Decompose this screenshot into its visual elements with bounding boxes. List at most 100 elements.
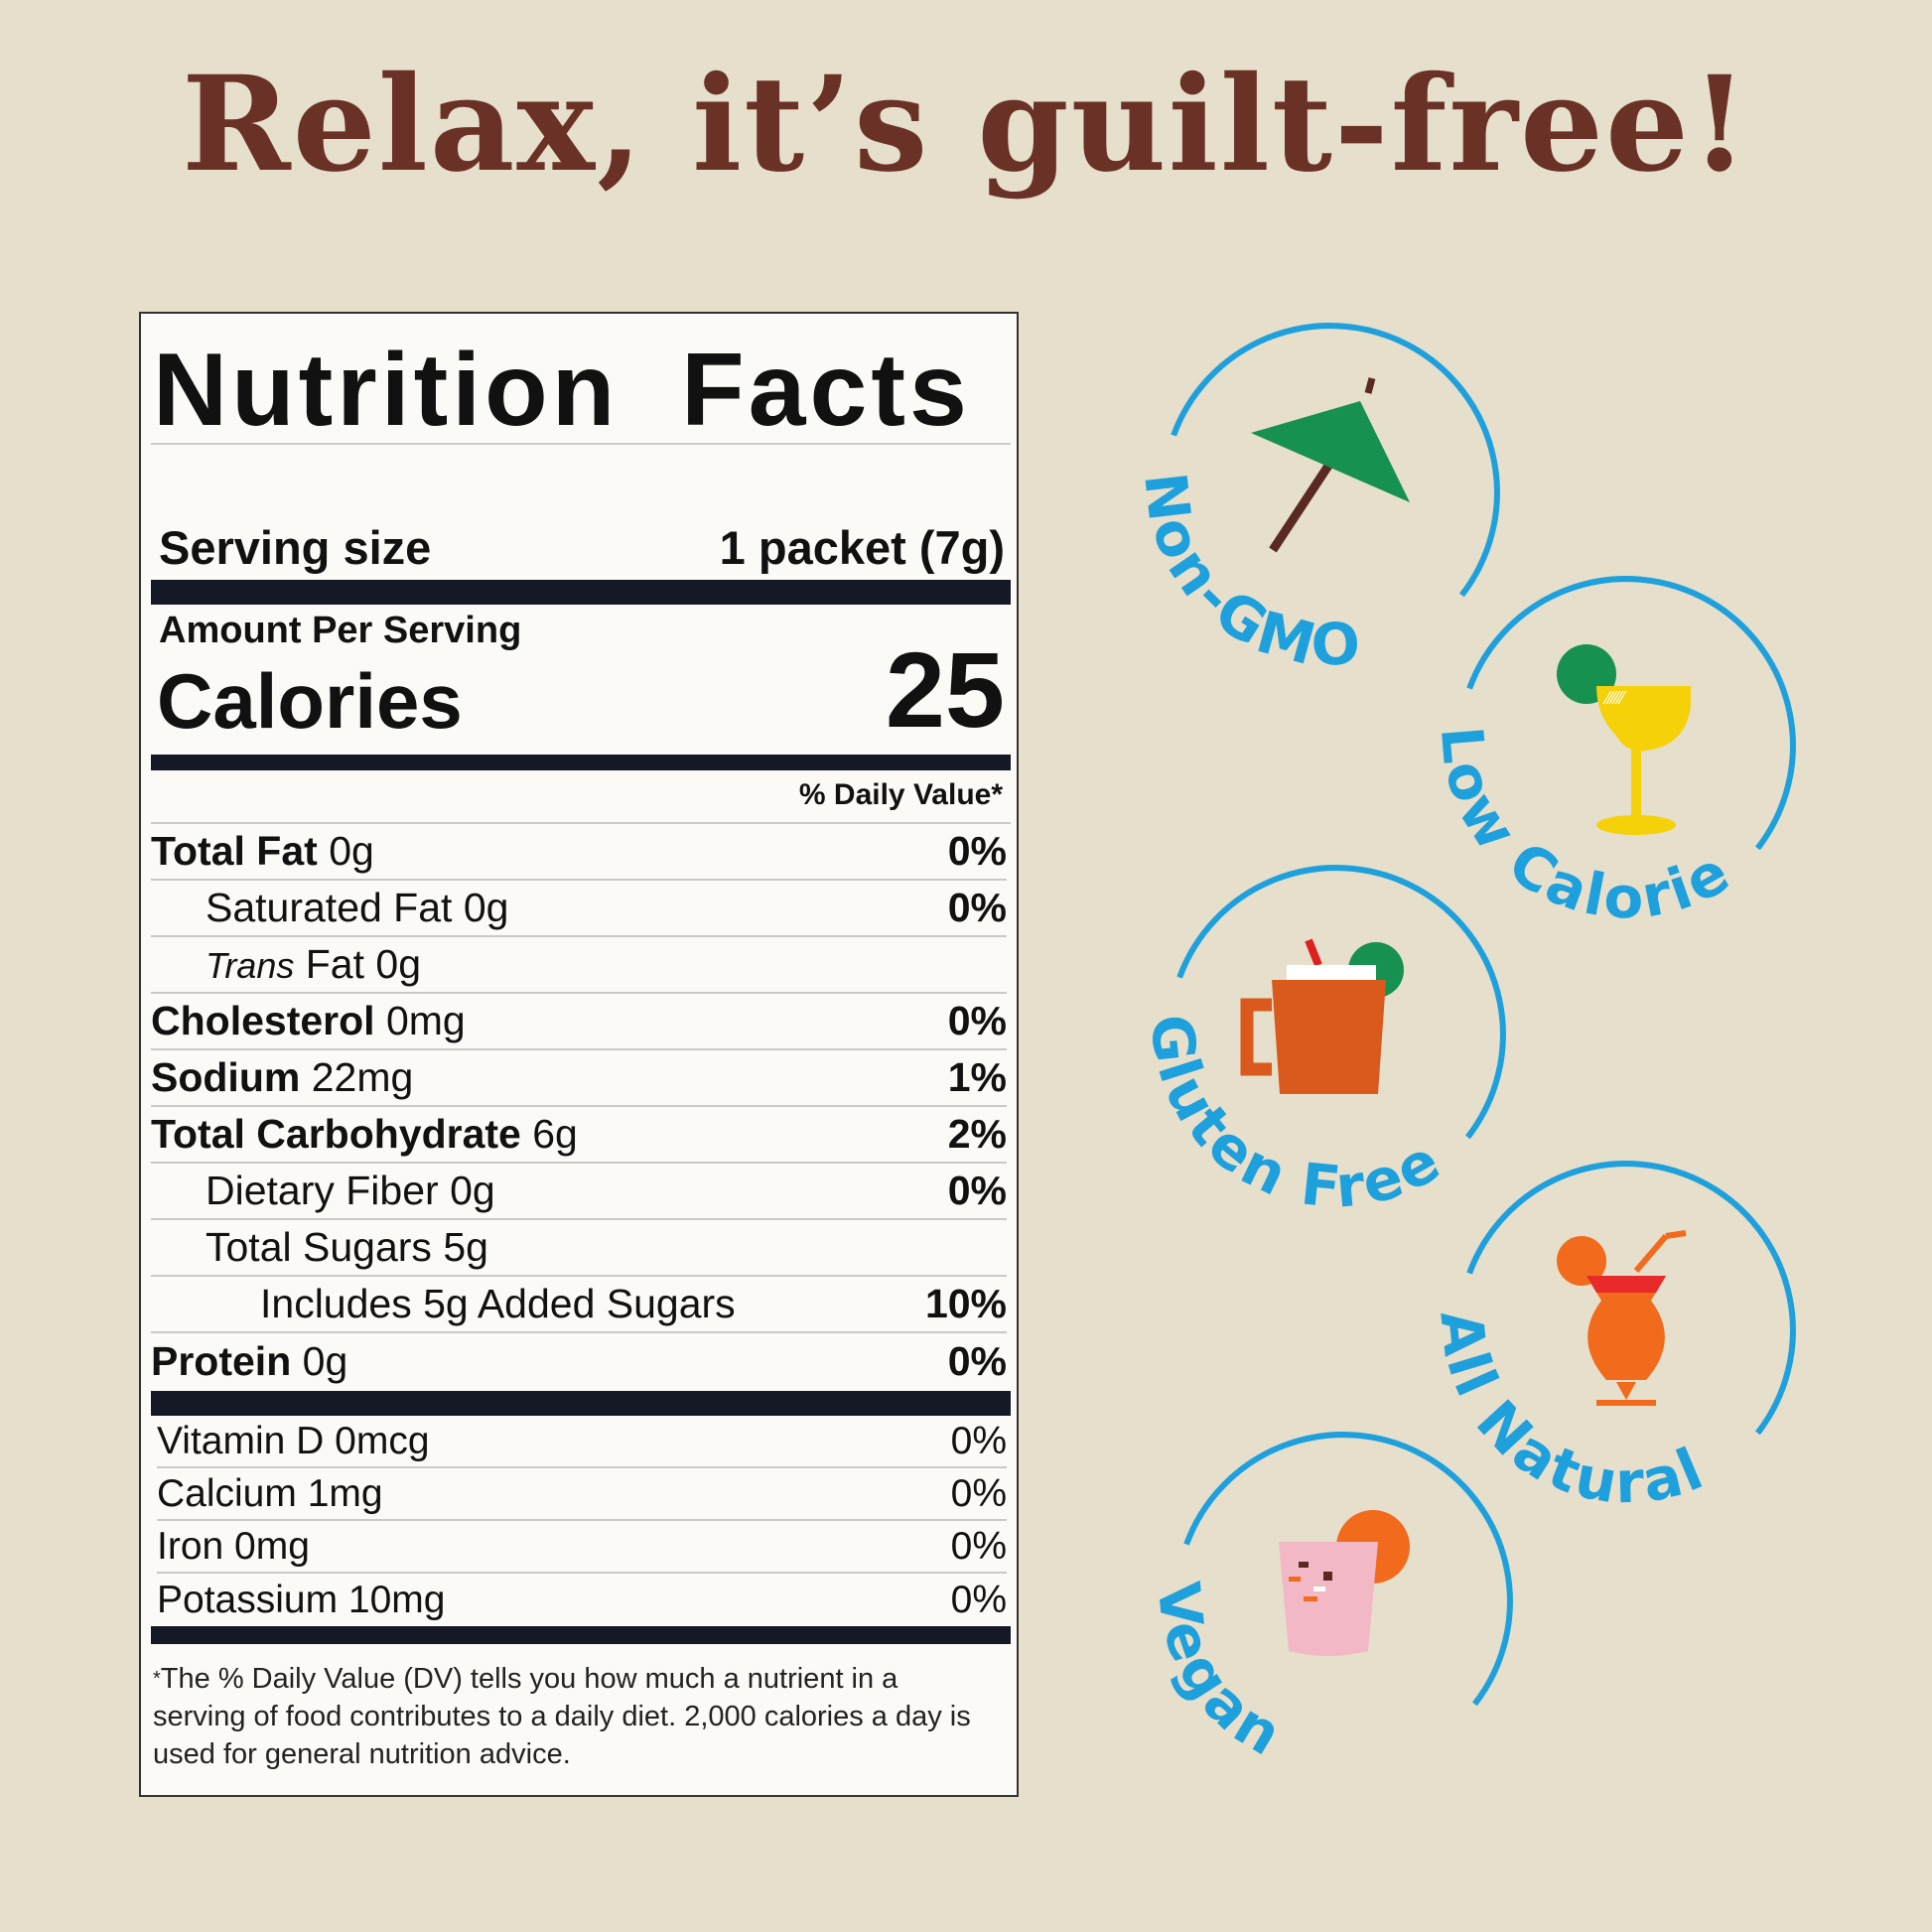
- nutrient-amount: 6g: [532, 1111, 578, 1157]
- badge-label: Vegan: [1145, 1579, 1293, 1769]
- badge-graphic: Vegan: [1145, 1432, 1513, 1770]
- nutrient-daily-value: 2%: [947, 1111, 1007, 1157]
- footnote-asterisk: *: [153, 1668, 161, 1690]
- thick-divider: [151, 1626, 1011, 1644]
- nutrient-row: Cholesterol 0mg 0%: [151, 994, 1007, 1050]
- amount-per-serving: Amount Per Serving: [159, 610, 522, 651]
- nutrient-name: Total Sugars 5g: [151, 1224, 488, 1271]
- nutrient-row: Trans Fat 0g: [151, 937, 1007, 994]
- nutrient-row: Total Fat 0g 0%: [151, 824, 1007, 881]
- thick-divider: [151, 1391, 1011, 1416]
- vitamin-label: Potassium 10mg: [157, 1578, 446, 1621]
- badge-all-natural: All Natural: [1418, 1122, 1835, 1544]
- badge-gluten-free: Gluten Free: [1128, 826, 1545, 1248]
- badge-graphic: Gluten Free: [1137, 865, 1506, 1221]
- badge-arc: [1176, 865, 1506, 1140]
- nutrient-daily-value: 0%: [947, 885, 1007, 930]
- nutrient-row: Total Sugars 5g: [151, 1220, 1007, 1277]
- pink-tumbler-icon: [1279, 1510, 1410, 1656]
- thick-divider: [151, 755, 1011, 770]
- badge-graphic: ⁄⁄⁄⁄⁄⁄Low Calorie: [1428, 576, 1796, 931]
- vitamin-daily-value: 0%: [950, 1578, 1007, 1621]
- nutrient-row: Saturated Fat 0g 0%: [151, 881, 1007, 937]
- vitamin-daily-value: 0%: [950, 1524, 1007, 1568]
- nutrient-daily-value: 0%: [947, 1338, 1007, 1384]
- badge-graphic: All Natural: [1427, 1161, 1796, 1517]
- badge-non-gmo: Non-GMO: [1122, 284, 1539, 706]
- badge-label: Non-GMO: [1131, 469, 1361, 679]
- badge-graphic: Non-GMO: [1131, 323, 1500, 679]
- nutrient-label: Fat: [305, 941, 365, 987]
- badge-arc: [1466, 1161, 1796, 1436]
- nutrition-facts-title: Nutrition Facts: [153, 333, 971, 448]
- nutrient-name: Cholesterol 0mg: [151, 998, 466, 1044]
- nutrient-name: Sodium 22mg: [151, 1054, 413, 1101]
- nutrient-label: Protein: [151, 1338, 292, 1384]
- nutrient-row: Dietary Fiber 0g 0%: [151, 1164, 1007, 1220]
- nutrient-label: Sodium: [151, 1054, 301, 1100]
- headline: Relax, it’s guilt-free!: [182, 48, 1750, 202]
- nutrient-name: Trans Fat 0g: [151, 941, 421, 988]
- nutrient-row: Sodium 22mg 1%: [151, 1050, 1007, 1107]
- nutrient-amount: 0mg: [385, 998, 466, 1043]
- nutrient-daily-value: 1%: [947, 1054, 1007, 1100]
- nutrient-amount: 0g: [375, 941, 422, 987]
- nutrient-daily-value: 10%: [924, 1281, 1007, 1326]
- nutrient-amount: 0g: [329, 828, 374, 874]
- serving-size-label: Serving size: [159, 521, 432, 574]
- vitamin-row: Calcium 1mg 0%: [157, 1468, 1007, 1521]
- vitamin-daily-value: 0%: [950, 1471, 1007, 1515]
- thick-divider: [151, 580, 1011, 605]
- vitamin-row: Potassium 10mg 0%: [157, 1574, 1007, 1626]
- nutrient-label: Dietary Fiber: [206, 1168, 439, 1213]
- nutrient-name: Total Fat 0g: [151, 828, 374, 875]
- nutrient-daily-value: 0%: [947, 828, 1007, 874]
- vitamin-label: Vitamin D 0mcg: [157, 1419, 430, 1462]
- footnote: *The % Daily Value (DV) tells you how mu…: [153, 1660, 987, 1773]
- svg-text:Vegan: Vegan: [1145, 1579, 1296, 1769]
- nutrition-facts-label: Nutrition Facts Serving size 1 packet (7…: [139, 312, 1019, 1797]
- svg-text:Non-GMO: Non-GMO: [1131, 469, 1364, 679]
- nutrient-label: Cholesterol: [151, 998, 375, 1043]
- badge-vegan: Vegan: [1135, 1393, 1552, 1815]
- svg-text:⁄⁄⁄⁄⁄⁄: ⁄⁄⁄⁄⁄⁄: [1602, 688, 1627, 708]
- nutrient-row: Protein 0g 0%: [151, 1333, 1007, 1390]
- nutrient-daily-value: 0%: [947, 998, 1007, 1043]
- nutrient-amount: 5g: [443, 1224, 488, 1270]
- calories-label: Calories: [157, 657, 463, 745]
- vitamin-daily-value: 0%: [950, 1419, 1007, 1462]
- badge-arc: [1183, 1432, 1513, 1707]
- nutrient-name: Includes 5g Added Sugars: [151, 1281, 736, 1327]
- nutrient-name: Dietary Fiber 0g: [151, 1168, 495, 1214]
- divider: [151, 443, 1011, 445]
- badge-arc: [1466, 576, 1796, 851]
- nutrient-name: Total Carbohydrate 6g: [151, 1111, 578, 1158]
- hurricane-glass-icon: [1557, 1230, 1687, 1406]
- nutrient-label: Total Carbohydrate: [151, 1111, 521, 1157]
- vitamin-label: Calcium 1mg: [157, 1471, 383, 1515]
- badge-arc: [1171, 323, 1500, 598]
- nutrient-daily-value: 0%: [947, 1168, 1007, 1213]
- nutrient-label: Saturated Fat: [206, 885, 453, 930]
- footnote-text: The % Daily Value (DV) tells you how muc…: [153, 1663, 971, 1770]
- vitamin-row: Iron 0mg 0%: [157, 1521, 1007, 1574]
- nutrient-amount: 0g: [450, 1168, 495, 1213]
- nutrient-name: Protein 0g: [151, 1338, 347, 1385]
- nutrient-label: Total Fat: [151, 828, 318, 874]
- nutrient-label: Total Sugars: [206, 1224, 432, 1270]
- serving-size-value: 1 packet (7g): [719, 521, 1005, 574]
- nutrient-label: Includes 5g Added Sugars: [260, 1281, 736, 1326]
- nutrient-amount: 0g: [463, 885, 509, 930]
- badge-low-calorie: ⁄⁄⁄⁄⁄⁄ Low Calorie: [1418, 537, 1835, 959]
- divider: [151, 822, 1011, 824]
- cocktail-umbrella-icon: [1251, 377, 1410, 553]
- calories-value: 25: [885, 629, 1005, 750]
- nutrient-amount: 22mg: [311, 1054, 414, 1100]
- vitamin-label: Iron 0mg: [157, 1524, 310, 1568]
- nutrient-name-italic: Trans: [206, 945, 295, 986]
- daily-value-header: % Daily Value*: [798, 778, 1003, 811]
- nutrient-row: Includes 5g Added Sugars 10%: [151, 1277, 1007, 1333]
- nutrient-amount: 0g: [302, 1338, 348, 1384]
- nutrient-row: Total Carbohydrate 6g 2%: [151, 1107, 1007, 1164]
- margarita-glass-icon: ⁄⁄⁄⁄⁄⁄: [1557, 644, 1691, 835]
